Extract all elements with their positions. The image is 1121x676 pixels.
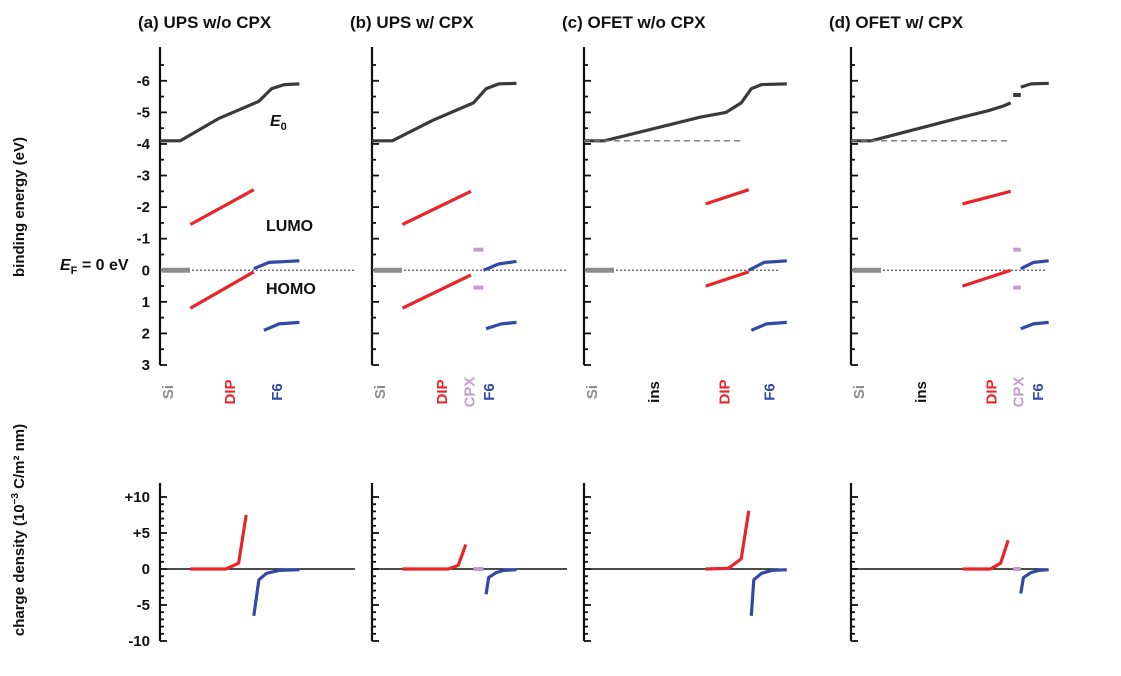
- fermi-level-label: EF = 0 eV: [60, 257, 129, 277]
- series-f6-lumo: [1020, 259, 1049, 271]
- series-dip-charge: [402, 543, 468, 571]
- series-e0: [372, 81, 517, 143]
- lumo-label: LUMO: [266, 218, 313, 235]
- series-lumo: [705, 188, 750, 206]
- homo-label: HOMO: [266, 281, 316, 298]
- series-homo: [705, 270, 750, 288]
- energy-axis-label: binding energy (eV): [11, 137, 28, 277]
- e0-label: E0: [270, 113, 287, 133]
- layer-label-si: Si: [372, 385, 389, 399]
- layer-label-si: Si: [851, 385, 868, 399]
- energy-tick-label: -4: [137, 136, 151, 153]
- layer-label-f6: F6: [761, 383, 778, 401]
- series-homo: [401, 273, 472, 310]
- layer-label-dip: DIP: [983, 379, 1000, 404]
- series-f6-homo: [750, 320, 787, 332]
- charge-tick-label: +5: [133, 525, 150, 542]
- charge-tick-label: 0: [142, 561, 150, 578]
- series-f6-lumo: [748, 259, 787, 272]
- series-lumo: [401, 189, 472, 226]
- panel-title: (d) OFET w/ CPX: [829, 13, 964, 32]
- series-lumo: [962, 189, 1012, 206]
- series-f6-charge: [1019, 568, 1049, 594]
- panel-c: (c) OFET w/o CPX Si ins DIP F6: [562, 13, 787, 642]
- charge-tick-label: -5: [137, 597, 150, 614]
- layer-label-f6: F6: [481, 383, 498, 401]
- series-dip-charge: [190, 514, 248, 571]
- series-lumo: [189, 188, 255, 226]
- energy-tick-label: 3: [142, 357, 150, 374]
- series-f6-charge: [749, 568, 787, 616]
- panels: (a) UPS w/o CPX Si DIP F6 (b) UPS w/ CPX Si DI…: [138, 13, 1049, 642]
- series-homo: [189, 270, 255, 310]
- layer-label-dip: DIP: [716, 379, 733, 404]
- series-homo: [962, 268, 1012, 288]
- series-f6-homo: [263, 320, 300, 332]
- layer-label-dip: DIP: [434, 379, 451, 404]
- energy-tick-label: -2: [137, 199, 150, 216]
- panel-title: (b) UPS w/ CPX: [350, 13, 474, 32]
- series-f6-lumo: [482, 259, 517, 272]
- energy-tick-label: -1: [137, 231, 150, 248]
- layer-label-ins: ins: [646, 381, 663, 403]
- series-dip-charge: [705, 510, 751, 571]
- layer-label-ins: ins: [913, 381, 930, 403]
- panel-title: (c) OFET w/o CPX: [562, 13, 706, 32]
- layer-label-f6: F6: [1030, 383, 1047, 401]
- energy-tick-label: -3: [137, 168, 150, 185]
- layer-label-f6: F6: [269, 383, 286, 401]
- series-dip-charge: [962, 539, 1010, 571]
- panel-d: (d) OFET w/ CPX Si ins DIP CPX F6: [829, 13, 1049, 642]
- charge-axis-label: charge density (10−3 C/m² nm): [10, 424, 28, 636]
- series-f6-homo: [1020, 320, 1049, 331]
- energy-tick-labels: -6 -5 -4 -3 -2 -1 0 1 2 3: [137, 73, 151, 374]
- panel-title: (a) UPS w/o CPX: [138, 13, 272, 32]
- series-e0: [851, 101, 1012, 143]
- energy-tick-label: 1: [142, 294, 150, 311]
- energy-tick-label: -5: [137, 104, 150, 121]
- series-e0: [584, 82, 787, 143]
- series-f6-charge: [252, 568, 300, 617]
- energy-tick-label: 2: [142, 325, 150, 342]
- layer-label-cpx: CPX: [462, 377, 479, 408]
- series-f6-lumo: [253, 259, 300, 271]
- charge-tick-label: +10: [125, 489, 150, 506]
- charge-tick-labels: +10 +5 0 -5 -10: [125, 489, 150, 650]
- series-f6-e0: [1020, 81, 1049, 89]
- series-f6-charge: [484, 568, 517, 595]
- energy-tick-label: 0: [142, 262, 150, 279]
- charge-tick-label: -10: [128, 633, 150, 650]
- layer-label-si: Si: [584, 385, 601, 399]
- layer-label-dip: DIP: [222, 379, 239, 404]
- layer-label-cpx: CPX: [1011, 377, 1028, 408]
- energy-tick-label: -6: [137, 73, 150, 90]
- panel-b: (b) UPS w/ CPX Si DIP CPX F6: [350, 13, 567, 642]
- series-f6-homo: [485, 320, 517, 331]
- layer-label-si: Si: [160, 385, 177, 399]
- series-e0: [160, 82, 300, 143]
- panel-a: (a) UPS w/o CPX Si DIP F6: [138, 13, 355, 642]
